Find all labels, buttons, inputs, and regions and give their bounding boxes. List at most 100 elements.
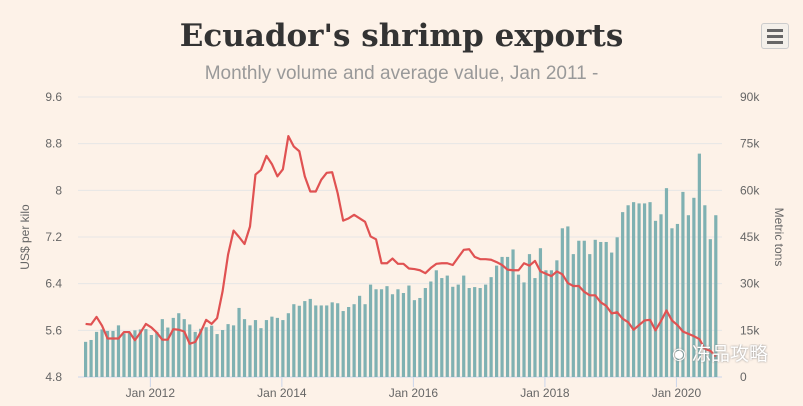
- y-right-tick-label: 45k: [740, 230, 760, 244]
- volume-bar: [664, 188, 669, 377]
- volume-bar: [166, 327, 170, 377]
- volume-bar: [621, 212, 625, 377]
- volume-bar: [221, 330, 225, 377]
- volume-bar: [637, 203, 641, 377]
- chart-menu-button[interactable]: [761, 23, 789, 49]
- chart-title: Ecuador's shrimp exports: [179, 18, 624, 54]
- volume-bar: [659, 214, 663, 377]
- volume-bar: [330, 302, 334, 377]
- volume-bar: [489, 277, 493, 377]
- volume-bar: [116, 325, 121, 377]
- volume-bar: [390, 294, 395, 377]
- volume-bar: [407, 285, 411, 377]
- volume-bar: [418, 297, 422, 377]
- volume-bar: [593, 239, 597, 377]
- volume-bar: [703, 205, 707, 377]
- volume-bar: [199, 328, 203, 377]
- y-left-tick-label: 8: [55, 183, 62, 197]
- volume-bar: [396, 289, 400, 377]
- volume-bar: [155, 331, 159, 377]
- volume-bar: [401, 293, 406, 377]
- watermark: ◉ 冻品攻略: [672, 344, 768, 366]
- y-left-tick-label: 9.6: [45, 90, 62, 104]
- volume-bar: [615, 237, 619, 377]
- y-right-tick-label: 75k: [740, 137, 760, 151]
- volume-bar: [385, 286, 389, 377]
- volume-bar: [522, 282, 526, 377]
- x-tick-label: Jan 2020: [652, 386, 702, 400]
- volume-bar: [368, 284, 373, 377]
- volume-bar: [582, 240, 586, 377]
- volume-bar: [697, 153, 701, 377]
- volume-bar: [237, 307, 241, 377]
- volume-bar: [714, 215, 718, 377]
- volume-bar: [445, 275, 449, 377]
- volume-bar: [292, 304, 296, 377]
- hamburger-icon: [767, 41, 783, 44]
- volume-bar: [149, 335, 153, 377]
- volume-bar: [84, 341, 88, 377]
- volume-bar: [177, 313, 181, 377]
- y-left-tick-label: 8.8: [45, 137, 62, 151]
- y-right-axis-label: Metric tons: [772, 208, 786, 267]
- volume-bar: [451, 286, 455, 377]
- volume-bar: [538, 248, 543, 377]
- volume-bar: [193, 331, 197, 377]
- volume-bar: [648, 202, 652, 377]
- volume-bar: [319, 305, 323, 377]
- x-tick-label: Jan 2016: [389, 386, 439, 400]
- y-left-axis-label: US$ per kilo: [18, 204, 32, 270]
- volume-bar: [708, 239, 712, 377]
- volume-bar: [527, 254, 532, 377]
- volume-bar: [626, 205, 630, 377]
- volume-bar: [358, 295, 362, 377]
- volume-bar: [308, 298, 312, 377]
- y-left-tick-label: 5.6: [45, 323, 62, 337]
- volume-bar: [653, 220, 658, 377]
- volume-bar: [462, 275, 466, 377]
- wechat-icon: ◉: [672, 346, 686, 363]
- volume-bar: [681, 191, 685, 377]
- volume-bar: [675, 223, 680, 377]
- volume-bar: [599, 241, 603, 377]
- y-left-tick-label: 6.4: [45, 277, 62, 291]
- volume-bar: [505, 256, 510, 377]
- volume-bar: [297, 305, 301, 377]
- volume-bar: [171, 317, 175, 377]
- volume-bar: [89, 339, 93, 377]
- volume-bar: [127, 332, 132, 377]
- y-left-tick-label: 4.8: [45, 370, 62, 384]
- volume-bar: [264, 320, 269, 377]
- volume-bar: [412, 300, 416, 377]
- volume-bar: [571, 254, 575, 377]
- volume-bar: [588, 254, 592, 377]
- volume-bar: [182, 319, 186, 377]
- volume-bar: [100, 329, 104, 377]
- volume-bar: [270, 316, 274, 377]
- volume-bar: [440, 278, 444, 377]
- volume-bar: [434, 270, 438, 377]
- volume-bar: [692, 197, 696, 377]
- volume-bar: [423, 288, 427, 377]
- price-line: [85, 134, 717, 358]
- x-tick-label: Jan 2014: [257, 386, 307, 400]
- volume-bar: [544, 270, 548, 377]
- volume-bar: [231, 325, 236, 377]
- chart-subtitle: Monthly volume and average value, Jan 20…: [204, 63, 599, 84]
- volume-bar: [275, 317, 279, 377]
- volume-bar: [478, 288, 482, 377]
- volume-bar: [160, 319, 164, 377]
- volume-bar: [577, 240, 581, 377]
- volume-bar: [549, 270, 553, 377]
- volume-bar: [560, 228, 564, 377]
- volume-bar: [215, 334, 219, 377]
- volume-bar: [456, 284, 460, 377]
- volume-bar: [555, 260, 559, 377]
- volume-bar: [111, 330, 115, 377]
- volume-bar: [314, 305, 318, 377]
- volume-bar: [500, 256, 504, 377]
- volume-bar: [352, 304, 356, 377]
- y-right-tick-label: 90k: [740, 90, 760, 104]
- volume-bar: [336, 303, 340, 377]
